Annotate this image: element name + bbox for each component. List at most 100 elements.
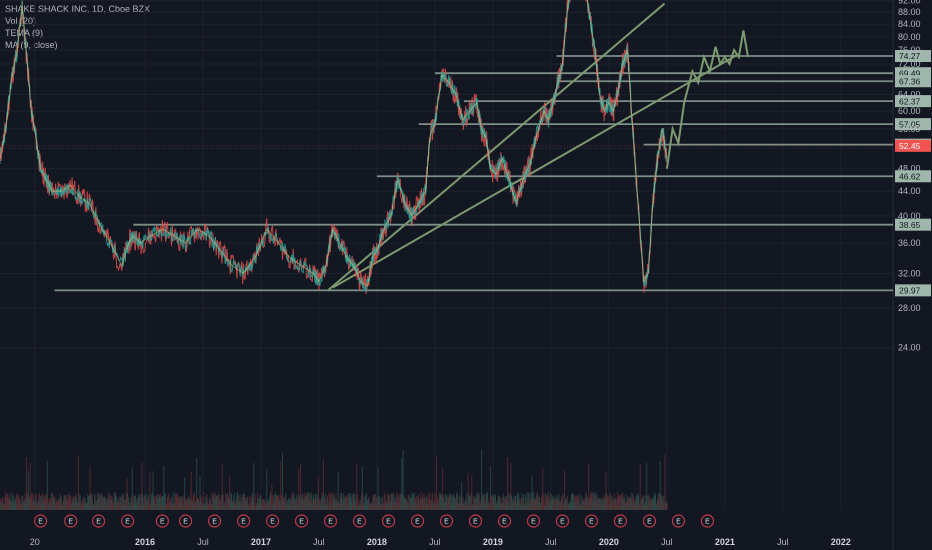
earnings-marker <box>700 514 715 528</box>
volume-bar <box>94 495 96 510</box>
legend-ma[interactable]: MA (9, close) <box>5 40 58 50</box>
volume-bar <box>328 492 330 510</box>
volume-bar <box>566 495 568 510</box>
volume-bar <box>271 496 273 510</box>
volume-bar <box>443 494 445 510</box>
volume-bar <box>379 496 381 510</box>
time-tick-label: 2019 <box>483 537 503 547</box>
earnings-marker-label: E <box>589 519 594 526</box>
volume-bar <box>134 495 136 510</box>
volume-bar <box>44 497 46 510</box>
price-line-down <box>0 0 667 295</box>
volume-bar <box>188 497 190 510</box>
time-tick-label: Jul <box>429 537 441 547</box>
volume-bar <box>25 457 27 510</box>
volume-bar <box>210 501 212 510</box>
legend-title[interactable]: SHAKE SHACK INC, 1D, Cboe BZX <box>5 4 151 14</box>
volume-bars <box>0 449 668 510</box>
volume-bar <box>257 498 259 510</box>
volume-bar <box>219 499 221 510</box>
volume-bar <box>156 494 158 510</box>
volume-bar <box>666 503 668 510</box>
earnings-marker <box>207 514 222 528</box>
volume-bar <box>539 496 541 510</box>
volume-bar <box>426 497 428 510</box>
earnings-marker-label: E <box>502 519 507 526</box>
level-badge-label: 46.62 <box>899 171 921 181</box>
volume-bar <box>468 493 470 510</box>
volume-bar <box>117 498 119 510</box>
time-tick-label: Jul <box>313 537 325 547</box>
volume-bar <box>46 460 48 510</box>
price-tick-label: 32.00 <box>898 268 921 278</box>
earnings-marker-label: E <box>357 519 362 526</box>
level-badge-label: 74.27 <box>899 51 921 61</box>
volume-bar <box>420 492 422 510</box>
volume-bar <box>300 464 302 510</box>
earnings-marker-label: E <box>160 519 165 526</box>
volume-bar <box>500 497 502 510</box>
volume-bar <box>29 462 31 510</box>
volume-bar <box>27 471 29 510</box>
volume-bar <box>449 494 451 510</box>
volume-bar <box>97 492 99 510</box>
volume-bar <box>201 496 203 510</box>
volume-bar <box>133 495 135 510</box>
volume-bar <box>211 492 213 510</box>
volume-bar <box>597 497 599 510</box>
earnings-marker-label: E <box>299 519 304 526</box>
volume-bar <box>35 493 37 510</box>
volume-bar <box>60 496 62 510</box>
earnings-marker <box>410 514 425 528</box>
volume-bar <box>498 496 500 510</box>
price-tick-label: 48.00 <box>898 164 921 174</box>
volume-bar <box>254 494 256 510</box>
volume-bar <box>222 494 224 510</box>
volume-bar <box>160 497 162 510</box>
volume-bar <box>609 493 611 510</box>
volume-bar <box>164 492 166 510</box>
volume-bar <box>131 467 133 510</box>
price-tick-label: 40.00 <box>898 211 921 221</box>
volume-bar <box>226 493 228 510</box>
earnings-marker <box>64 514 78 528</box>
volume-bar <box>600 499 602 510</box>
level-badge <box>895 218 931 231</box>
earnings-marker <box>468 514 483 528</box>
earnings-marker-label: E <box>125 519 130 526</box>
earnings-marker <box>323 514 338 528</box>
volume-bar <box>643 495 645 510</box>
earnings-marker <box>33 514 48 528</box>
volume-bar <box>177 495 179 510</box>
volume-bar <box>196 457 198 510</box>
volume-bar <box>434 492 436 510</box>
volume-bar <box>122 493 124 510</box>
volume-bar <box>407 494 409 510</box>
level-badge <box>895 118 931 131</box>
projection-line <box>665 30 749 169</box>
volume-bar <box>150 494 152 510</box>
volume-bar <box>137 494 139 510</box>
volume-bar <box>462 496 464 510</box>
time-tick-label: 20 <box>30 537 40 547</box>
volume-bar <box>401 458 403 510</box>
volume-bar <box>479 493 481 510</box>
volume-bar <box>527 493 529 510</box>
price-tick-label: 28.00 <box>898 303 921 313</box>
volume-bar <box>304 492 306 510</box>
trendline <box>332 54 737 289</box>
volume-bar <box>579 492 581 510</box>
volume-bar <box>290 498 292 510</box>
earnings-marker <box>584 514 599 528</box>
earnings-marker-label: E <box>531 519 536 526</box>
volume-bar <box>99 495 101 510</box>
time-tick-label: 2020 <box>599 537 619 547</box>
earnings-marker-label: E <box>270 519 275 526</box>
volume-bar <box>12 495 14 510</box>
level-badge-label: 57.05 <box>899 119 921 129</box>
volume-bar <box>615 498 617 510</box>
volume-bar <box>68 492 70 510</box>
volume-bar <box>237 492 239 510</box>
volume-bar <box>476 493 478 510</box>
